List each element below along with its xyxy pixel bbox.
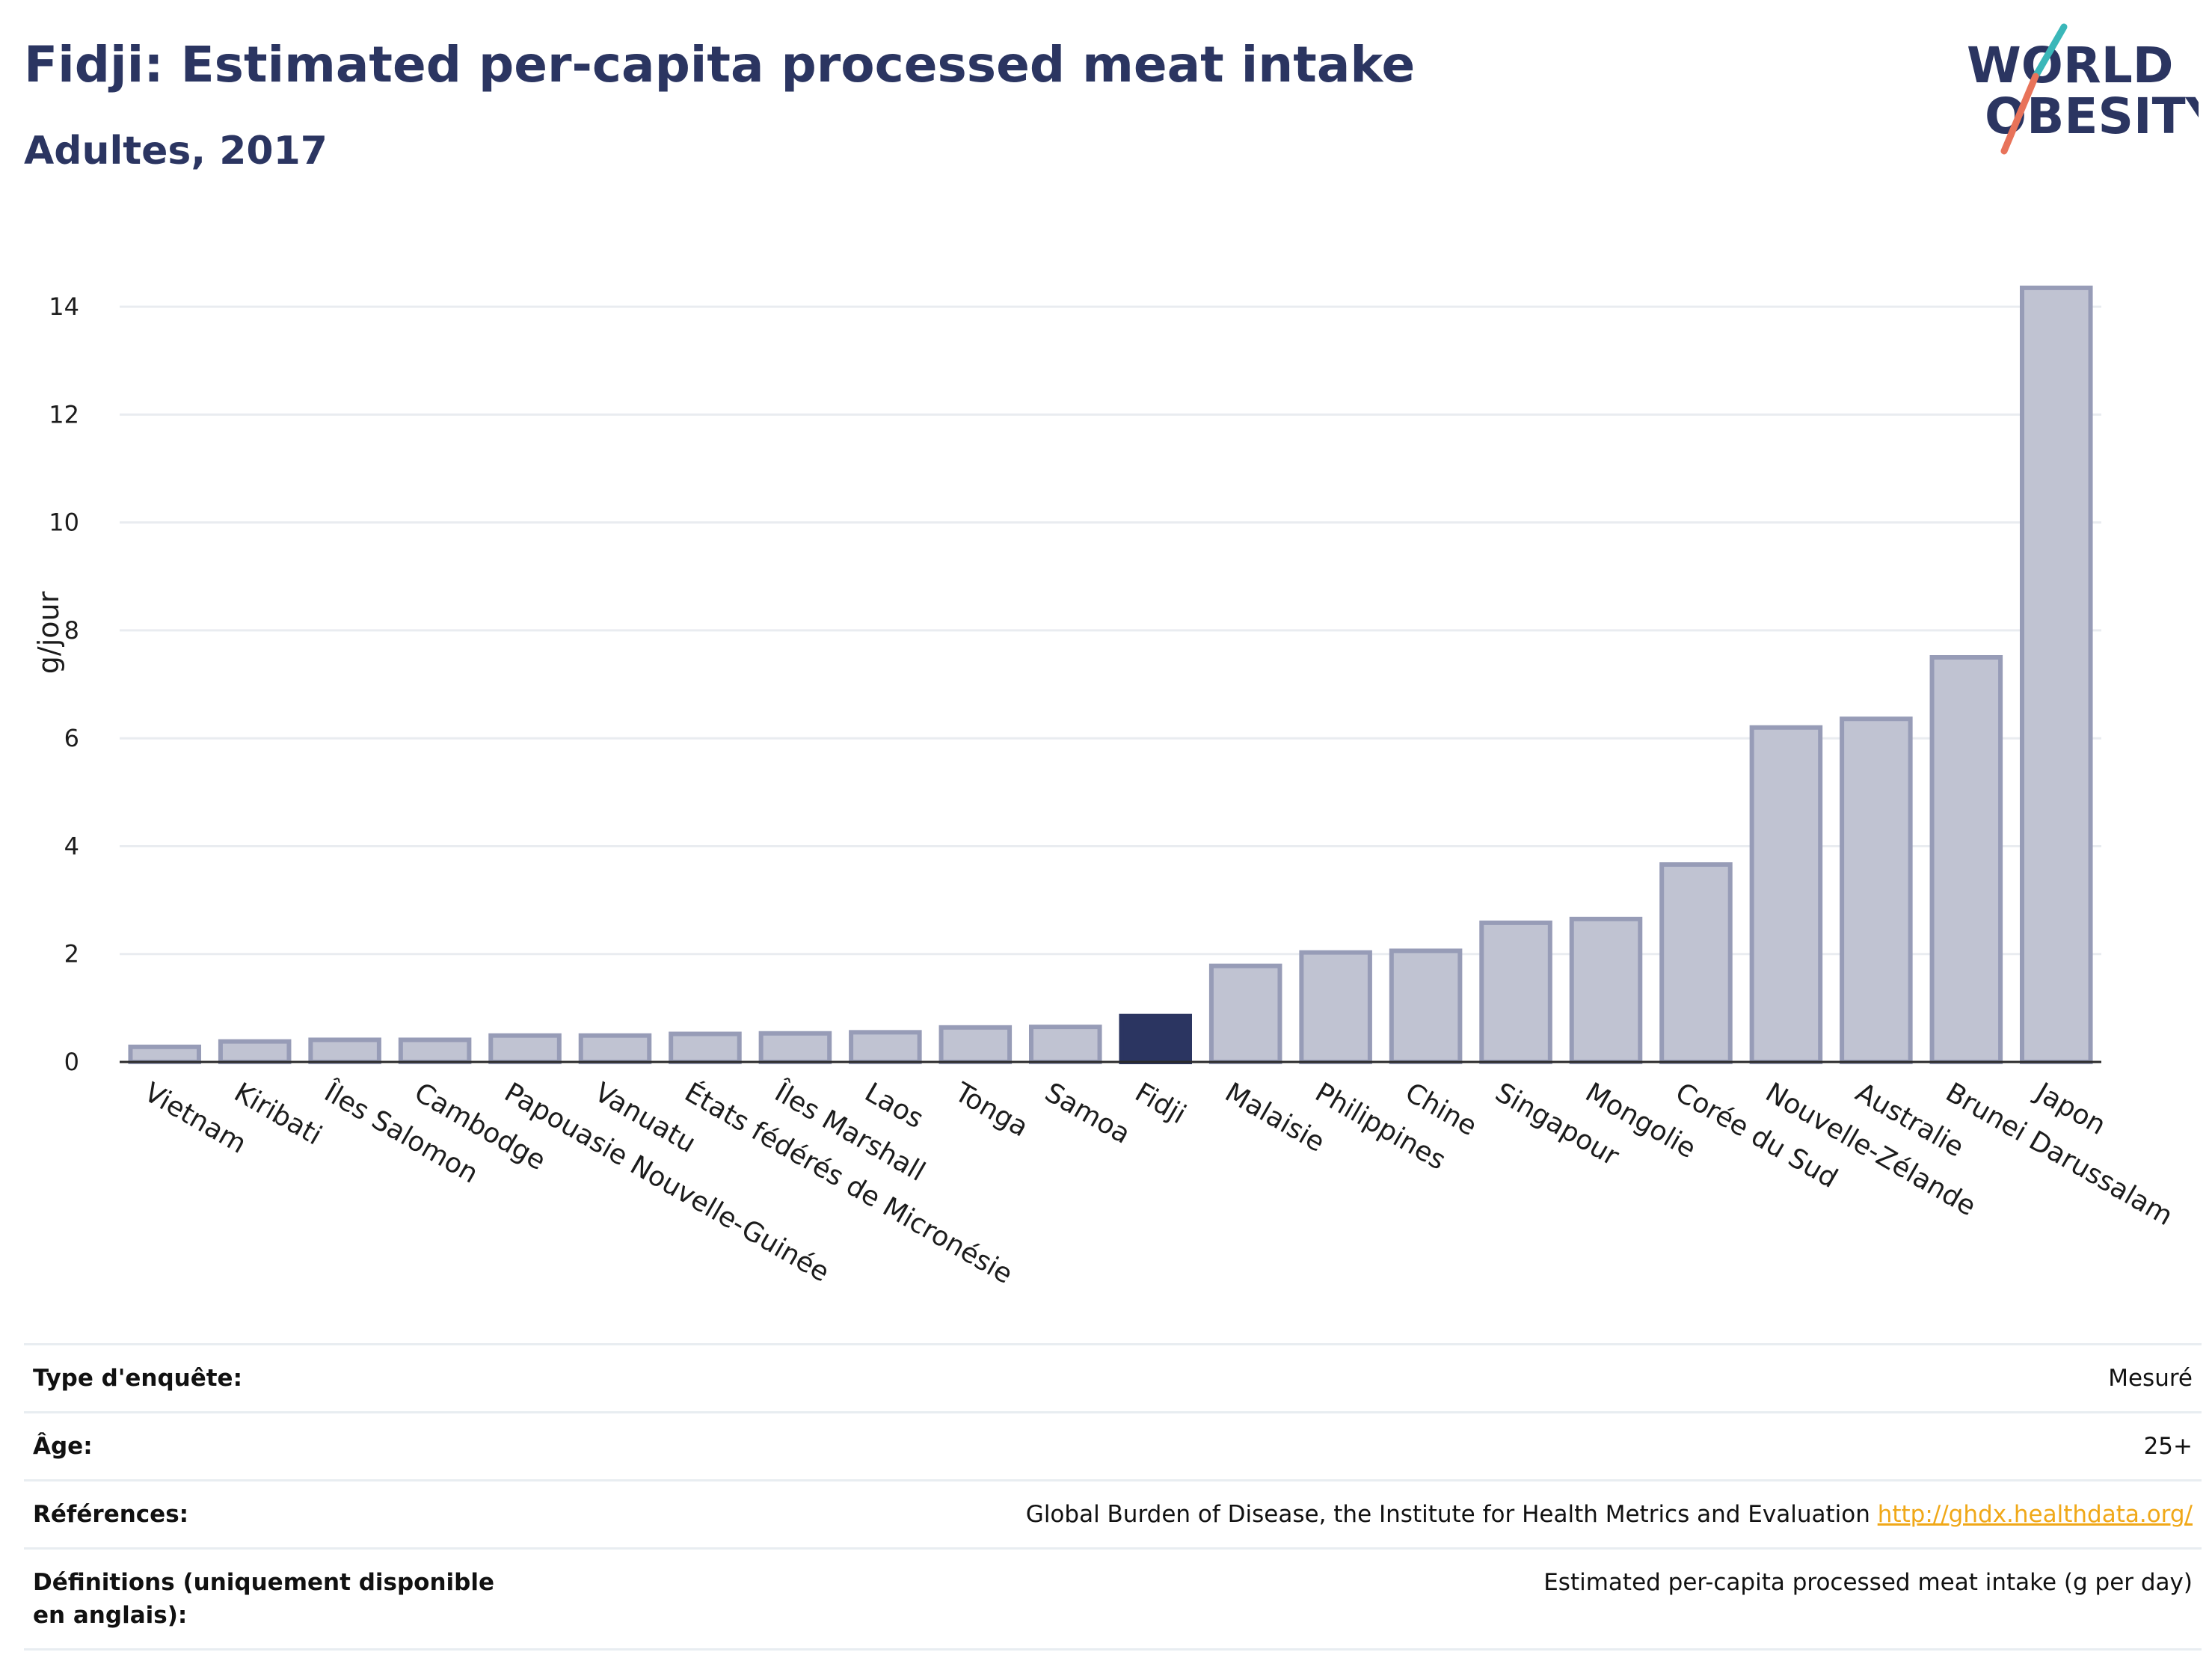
bar-16[interactable] [1479,920,1552,1064]
chart-subtitle: Adultes, 2017 [24,129,328,174]
info-value-definitions: Estimated per-capita processed meat inta… [535,1547,2202,1651]
category-label: Tonga [949,1077,1033,1143]
y-axis-title: g/jour [32,591,65,674]
category-label: Vietnam [139,1077,251,1160]
y-tick-label: 14 [49,292,79,321]
category-label: Fidji [1130,1077,1191,1130]
category-label: Samoa [1039,1077,1135,1150]
logo-slash-teal [2032,23,2068,80]
y-tick-label: 8 [64,616,79,645]
bar-8[interactable] [758,1031,832,1064]
chart-title: Fidji: Estimated per-capita processed me… [24,36,1416,93]
bar-7[interactable] [669,1031,742,1065]
info-value-references: Global Burden of Disease, the Institute … [535,1479,2202,1549]
bar-9[interactable] [849,1030,922,1064]
bar-18[interactable] [1659,862,1733,1064]
y-tick-label: 2 [64,940,79,968]
bar-21[interactable] [1929,655,2003,1064]
info-row-definitions: Définitions (uniquement disponible en an… [24,1547,2202,1651]
info-row-references: Références: Global Burden of Disease, th… [24,1479,2202,1549]
bar-11[interactable] [1029,1025,1102,1064]
y-tick-labels: 0 2 4 6 8 10 12 14 [49,292,79,1076]
category-label: Îles Salomon [319,1076,484,1190]
y-tick-label: 4 [64,832,79,860]
bar-5[interactable] [488,1033,562,1064]
y-tick-label: 10 [49,509,79,537]
reference-source-text: Global Burden of Disease, the Institute … [1025,1501,1870,1528]
info-key-definitions: Définitions (uniquement disponible en an… [24,1547,535,1651]
y-tick-label: 12 [49,400,79,429]
info-key-survey-type: Type d'enquête: [24,1343,535,1413]
bar-12[interactable] [1119,1013,1193,1064]
bar-20[interactable] [1840,716,1913,1064]
info-value-age: 25+ [535,1411,2202,1481]
info-key-references: Références: [24,1479,535,1549]
bar-14[interactable] [1299,950,1372,1064]
bar-1[interactable] [128,1044,201,1064]
bar-22[interactable] [2020,285,2093,1064]
bar-17[interactable] [1569,916,1643,1065]
bar-15[interactable] [1389,948,1463,1064]
bar-13[interactable] [1208,963,1282,1064]
world-obesity-logo: WORLD OBESITY [1967,23,2199,155]
bar-2[interactable] [218,1039,292,1065]
info-key-age: Âge: [24,1411,535,1481]
bar-19[interactable] [1749,725,1823,1064]
logo-word-world: WORLD [1967,37,2174,94]
info-table: Type d'enquête: Mesuré Âge: 25+ Référenc… [24,1343,2202,1651]
logo-slash-red [2000,73,2039,155]
y-tick-label: 0 [64,1048,79,1076]
info-row-survey-type: Type d'enquête: Mesuré [24,1343,2202,1413]
bar-10[interactable] [938,1025,1013,1065]
y-tick-label: 6 [64,724,79,752]
category-label: Malaisie [1220,1077,1330,1158]
info-value-survey-type: Mesuré [535,1343,2202,1413]
bar-6[interactable] [578,1033,652,1064]
reference-link[interactable]: http://ghdx.healthdata.org/ [1877,1501,2193,1528]
bar-4[interactable] [398,1037,472,1064]
bar-3[interactable] [308,1037,381,1064]
bars [128,285,2093,1065]
info-row-age: Âge: 25+ [24,1411,2202,1481]
